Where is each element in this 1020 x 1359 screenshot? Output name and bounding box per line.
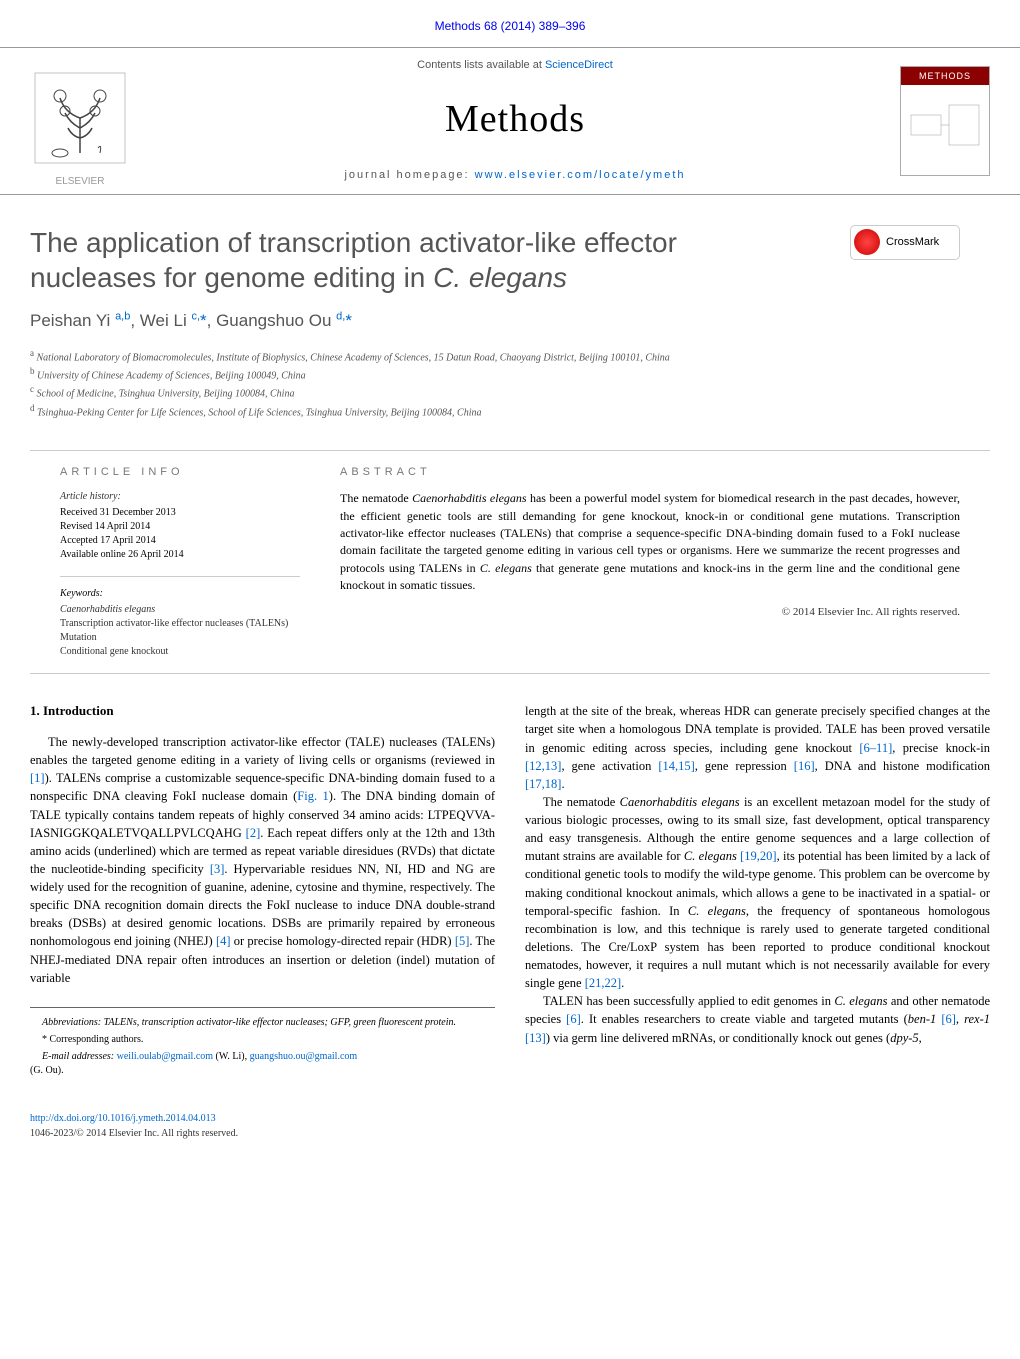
keywords-label: Keywords: [60,587,300,601]
keyword-item: Mutation [60,631,300,645]
keyword-item: Caenorhabditis elegans [60,603,300,617]
history-label: Article history: [60,490,300,504]
affiliation-line: a National Laboratory of Biomacromolecul… [30,347,990,365]
affiliations: a National Laboratory of Biomacromolecul… [30,347,990,420]
contents-text: Contents lists available at [417,59,545,71]
affiliation-line: c School of Medicine, Tsinghua Universit… [30,383,990,401]
email-footnote: E-mail addresses: weili.oulab@gmail.com … [30,1050,495,1078]
journal-citation[interactable]: Methods 68 (2014) 389–396 [0,0,1020,47]
publisher-logo-wrap: ELSEVIER [30,68,130,173]
email-1[interactable]: weili.oulab@gmail.com [117,1051,213,1062]
info-abstract-row: ARTICLE INFO Article history: Received 3… [30,450,990,674]
intro-paragraph-2: length at the site of the break, whereas… [525,702,990,793]
abstract-heading: ABSTRACT [340,465,960,480]
email-label: E-mail addresses: [42,1051,117,1062]
crossmark-label: CrossMark [886,235,939,250]
email-2[interactable]: guangshuo.ou@gmail.com [250,1051,358,1062]
journal-header: ELSEVIER Contents lists available at Sci… [0,47,1020,195]
doi-link[interactable]: http://dx.doi.org/10.1016/j.ymeth.2014.0… [30,1113,216,1124]
cover-art [901,85,989,170]
article-title: The application of transcription activat… [30,225,810,295]
homepage-url[interactable]: www.elsevier.com/locate/ymeth [475,169,686,181]
footnotes: Abbreviations: TALENs, transcription act… [30,1007,495,1078]
keyword-item: Transcription activator-like effector nu… [60,617,300,631]
keyword-item: Conditional gene knockout [60,645,300,659]
body-columns: 1. Introduction The newly-developed tran… [0,674,1020,1101]
footer: http://dx.doi.org/10.1016/j.ymeth.2014.0… [0,1101,1020,1161]
available-date: Available online 26 April 2014 [60,548,300,562]
journal-homepage: journal homepage: www.elsevier.com/locat… [150,168,880,183]
contents-line: Contents lists available at ScienceDirec… [150,58,880,73]
crossmark-icon [854,229,880,255]
article-info: ARTICLE INFO Article history: Received 3… [60,451,320,673]
journal-name: Methods [150,93,880,146]
revised-date: Revised 14 April 2014 [60,520,300,534]
publisher-name: ELSEVIER [30,175,130,189]
title-section: The application of transcription activat… [0,195,1020,440]
affiliation-line: d Tsinghua-Peking Center for Life Scienc… [30,402,990,420]
affiliation-line: b University of Chinese Academy of Scien… [30,365,990,383]
intro-paragraph-1: The newly-developed transcription activa… [30,733,495,987]
abstract-text: The nematode Caenorhabditis elegans has … [340,490,960,594]
crossmark-badge[interactable]: CrossMark [850,225,960,260]
elsevier-tree-logo [30,68,130,168]
issn-copyright: 1046-2023/© 2014 Elsevier Inc. All right… [30,1128,238,1139]
left-column: 1. Introduction The newly-developed tran… [30,702,495,1081]
homepage-label: journal homepage: [344,169,474,181]
intro-paragraph-4: TALEN has been successfully applied to e… [525,992,990,1046]
sciencedirect-link[interactable]: ScienceDirect [545,59,613,71]
cover-banner: METHODS [901,67,989,86]
email-2-who: (G. Ou). [30,1065,64,1076]
received-date: Received 31 December 2013 [60,506,300,520]
corresponding-footnote: * Corresponding authors. [30,1033,495,1047]
abbreviations-footnote: Abbreviations: TALENs, transcription act… [30,1016,495,1030]
title-row: The application of transcription activat… [30,225,990,295]
email-1-who: (W. Li), [213,1051,250,1062]
abstract: ABSTRACT The nematode Caenorhabditis ele… [320,451,960,673]
keywords-block: Keywords: Caenorhabditis elegansTranscri… [60,576,300,659]
authors: Peishan Yi a,b, Wei Li c,*, Guangshuo Ou… [30,309,990,333]
right-column: length at the site of the break, whereas… [525,702,990,1081]
section-1-heading: 1. Introduction [30,702,495,721]
journal-cover-thumbnail: METHODS [900,66,990,176]
accepted-date: Accepted 17 April 2014 [60,534,300,548]
abstract-copyright: © 2014 Elsevier Inc. All rights reserved… [340,605,960,620]
article-info-heading: ARTICLE INFO [60,465,300,480]
intro-paragraph-3: The nematode Caenorhabditis elegans is a… [525,793,990,992]
header-center: Contents lists available at ScienceDirec… [130,58,900,184]
